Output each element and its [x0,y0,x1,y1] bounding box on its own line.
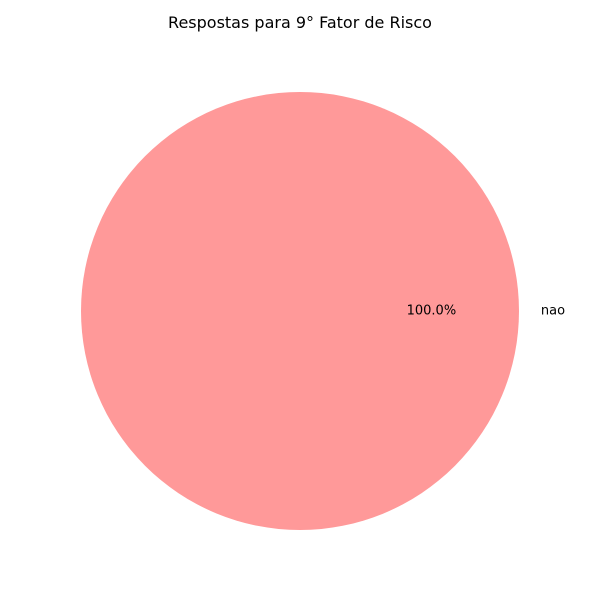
pie-category-label: nao [541,304,565,319]
pie-slices [81,92,519,530]
chart-title: Respostas para 9° Fator de Risco [168,13,432,32]
pie-labels: nao 100.0% [407,304,565,319]
pie-slice-nao [81,92,519,530]
pie-percent-label: 100.0% [407,304,457,319]
